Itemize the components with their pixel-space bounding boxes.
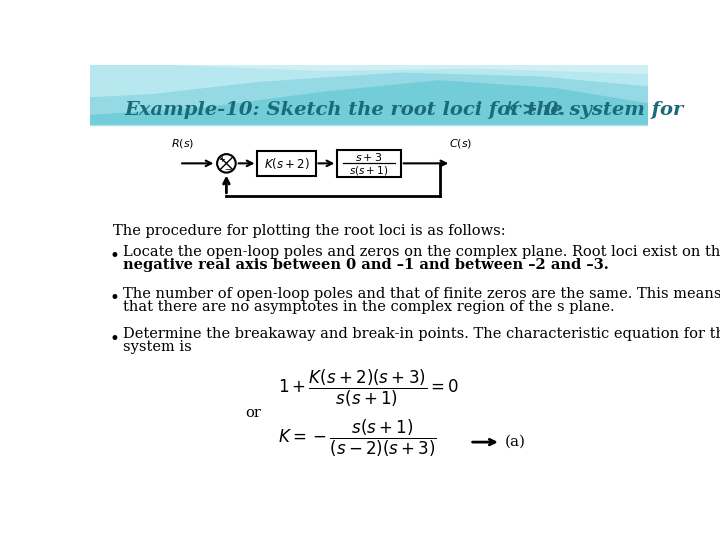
- Text: or: or: [245, 406, 261, 420]
- Polygon shape: [90, 125, 648, 481]
- FancyBboxPatch shape: [337, 150, 401, 177]
- Polygon shape: [168, 65, 648, 74]
- Text: system is: system is: [122, 340, 192, 354]
- Text: $1 + \dfrac{K(s+2)(s+3)}{s(s+1)} = 0$: $1 + \dfrac{K(s+2)(s+3)}{s(s+1)} = 0$: [279, 367, 459, 409]
- Polygon shape: [90, 65, 648, 115]
- Text: •: •: [109, 330, 120, 348]
- Text: that there are no asymptotes in the complex region of the s plane.: that there are no asymptotes in the comp…: [122, 300, 614, 314]
- Text: $-$: $-$: [224, 164, 232, 172]
- Text: $s(s+1)$: $s(s+1)$: [349, 164, 389, 177]
- Text: Locate the open-loop poles and zeros on the complex plane. Root loci exist on th: Locate the open-loop poles and zeros on …: [122, 245, 720, 259]
- Text: (a): (a): [505, 435, 526, 449]
- Text: +: +: [218, 155, 225, 164]
- Text: •: •: [109, 289, 120, 307]
- Text: $C(s)$: $C(s)$: [449, 137, 472, 150]
- Text: $R(s)$: $R(s)$: [171, 137, 194, 150]
- Text: The number of open-loop poles and that of finite zeros are the same. This means: The number of open-loop poles and that o…: [122, 287, 720, 301]
- Polygon shape: [90, 65, 648, 125]
- Text: •: •: [109, 247, 120, 265]
- Text: $K = -\dfrac{s(s+1)}{(s-2)(s+3)}$: $K = -\dfrac{s(s+1)}{(s-2)(s+3)}$: [278, 417, 437, 458]
- Text: Determine the breakaway and break-in points. The characteristic equation for the: Determine the breakaway and break-in poi…: [122, 327, 720, 341]
- Polygon shape: [90, 65, 648, 97]
- Text: Example-10: Sketch the root loci for the system for: Example-10: Sketch the root loci for the…: [125, 102, 691, 119]
- Text: $s+3$: $s+3$: [355, 151, 383, 163]
- Text: $K$: $K$: [505, 102, 521, 119]
- Text: The procedure for plotting the root loci is as follows:: The procedure for plotting the root loci…: [113, 224, 506, 238]
- FancyBboxPatch shape: [258, 151, 315, 176]
- Text: negative real axis between 0 and –1 and between –2 and –3.: negative real axis between 0 and –1 and …: [122, 258, 608, 272]
- Text: $K(s+2)$: $K(s+2)$: [264, 156, 310, 171]
- Text: > 0.: > 0.: [516, 102, 566, 119]
